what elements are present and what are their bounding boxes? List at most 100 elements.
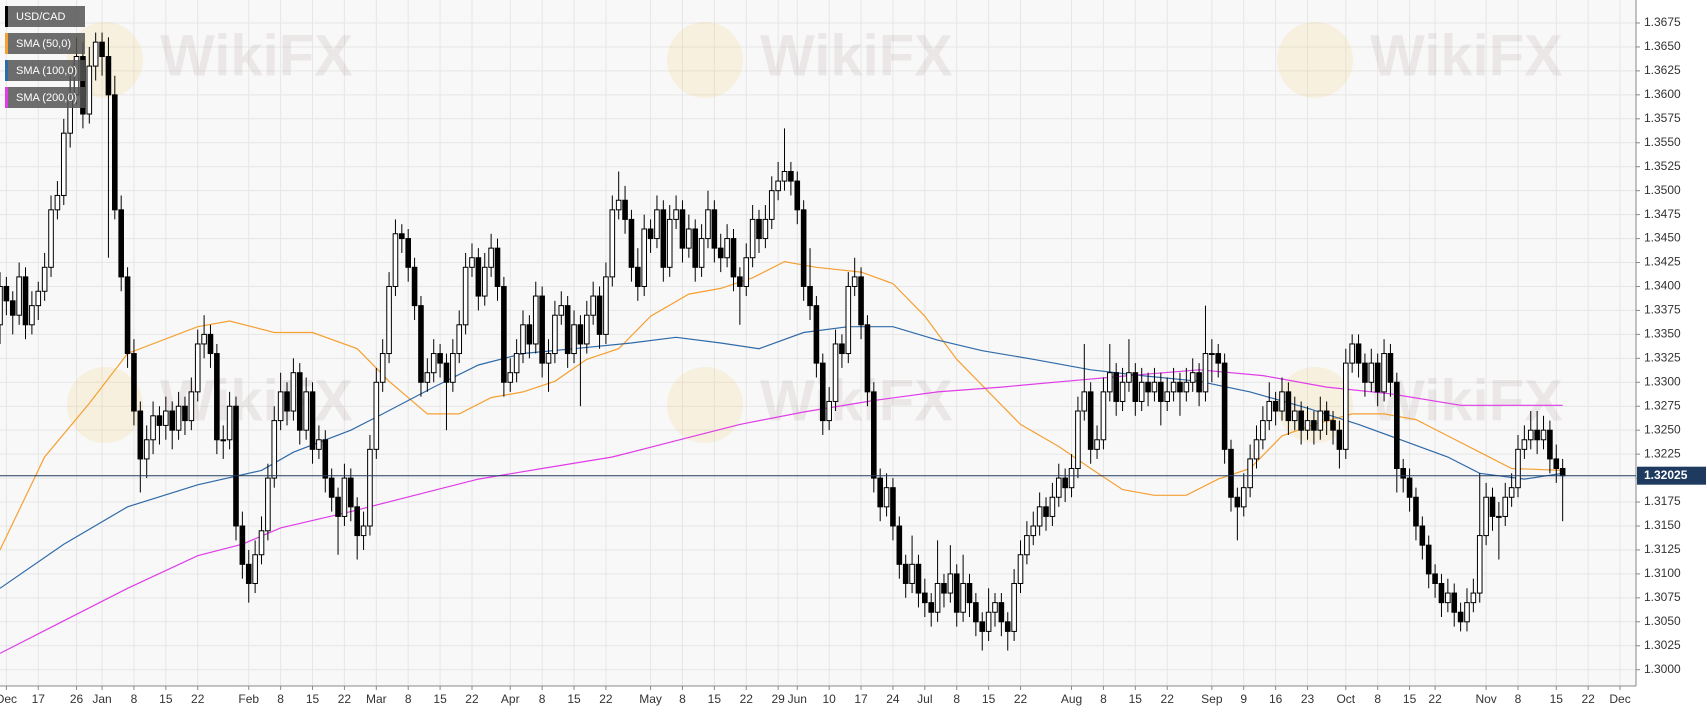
candle-body [239,525,246,565]
x-tick-label: 10 [822,692,836,706]
candle-body [1081,391,1088,412]
candle-body [54,194,61,211]
candle-body [124,276,131,355]
candle-body [3,285,10,302]
candle-body [577,324,584,345]
candle-body [673,209,679,220]
y-tick-label: 1.3675 [1644,15,1681,29]
watermark: WikiFX [1370,23,1563,88]
y-tick-label: 1.3250 [1644,422,1681,436]
candle-body [399,233,405,240]
candle-body [488,247,494,268]
watermark-logo [1277,22,1353,98]
candle-body [1158,381,1164,402]
candle-body [615,199,622,211]
x-tick-label: Mar [366,692,387,706]
candle-body [998,602,1005,623]
y-tick-label: 1.3375 [1644,303,1681,317]
candle-body [858,276,864,326]
y-tick-label: 1.3425 [1644,255,1681,269]
candle-body [92,41,99,67]
candle-body [60,132,67,196]
candle-body [1457,611,1464,623]
candle-body [163,410,169,426]
candle-body [1432,573,1438,584]
candle-body [864,324,871,393]
candle-body [1234,496,1241,508]
candle-body [1247,458,1253,489]
candle-body [800,209,807,287]
candle-body [481,266,488,297]
candle-body [641,228,647,287]
candle-body [456,324,463,355]
x-tick-label: Apr [501,692,520,706]
candle-body [303,391,309,431]
candle-body [603,276,609,335]
candle-body [1515,448,1521,489]
candle-body [1534,429,1540,441]
candle-body [724,238,730,259]
x-tick-label: 8 [131,692,138,706]
x-tick-label: 8 [953,692,960,706]
candle-body [150,415,156,441]
candle-body [367,448,373,527]
x-tick-label: 17 [32,692,46,706]
candle-body [462,266,469,326]
candle-body [1119,381,1126,402]
candle-body [845,285,852,355]
candle-body [788,171,794,182]
candle-body [890,487,896,527]
candle-body [934,582,941,613]
candle-body [717,247,724,259]
candle-body [430,353,437,374]
candle-body [112,94,118,211]
candle-body [839,343,845,355]
candle-body [666,218,673,268]
candle-body [730,238,737,278]
candle-body [1126,372,1132,383]
candle-body [1049,496,1056,517]
candle-body [1279,391,1285,412]
y-tick-label: 1.3650 [1644,39,1681,53]
candle-body [341,477,348,517]
candle-body [1221,362,1228,450]
y-tick-label: 1.3000 [1644,662,1681,676]
candle-body [1068,468,1075,489]
candle-body [1476,535,1483,594]
candle-body [1527,429,1534,441]
candle-body [1406,477,1413,498]
candle-body [698,238,705,268]
candle-body [182,405,188,422]
x-tick-label: 22 [740,692,754,706]
candle-body [1387,353,1394,383]
candle-body [941,582,947,594]
x-tick-label: Dec [0,692,17,706]
candle-body [558,305,565,316]
candle-body [156,415,163,426]
candle-body [1425,544,1432,575]
candle-body [609,209,616,278]
x-tick-label: Jun [788,692,807,706]
candle-body [1036,506,1043,527]
candle-body [1400,468,1406,479]
legend-swatch [5,33,8,54]
candle-body [654,209,660,240]
candle-body [1132,372,1139,402]
candle-body [590,295,596,316]
candle-body [749,218,756,259]
watermark-logo [667,22,743,98]
candle-body [1451,592,1458,613]
candle-body [596,295,603,335]
candle-body [1489,496,1496,517]
candle-body [29,305,35,326]
candle-body [1170,381,1177,393]
candle-body [1413,496,1419,527]
candle-body [188,391,195,422]
x-tick-label: 23 [1301,692,1315,706]
x-tick-label: Jul [917,692,932,706]
x-tick-label: Nov [1475,692,1496,706]
candle-body [628,218,635,268]
legend-box [5,6,85,27]
candle-body [1272,400,1279,412]
candle-body [973,602,979,623]
